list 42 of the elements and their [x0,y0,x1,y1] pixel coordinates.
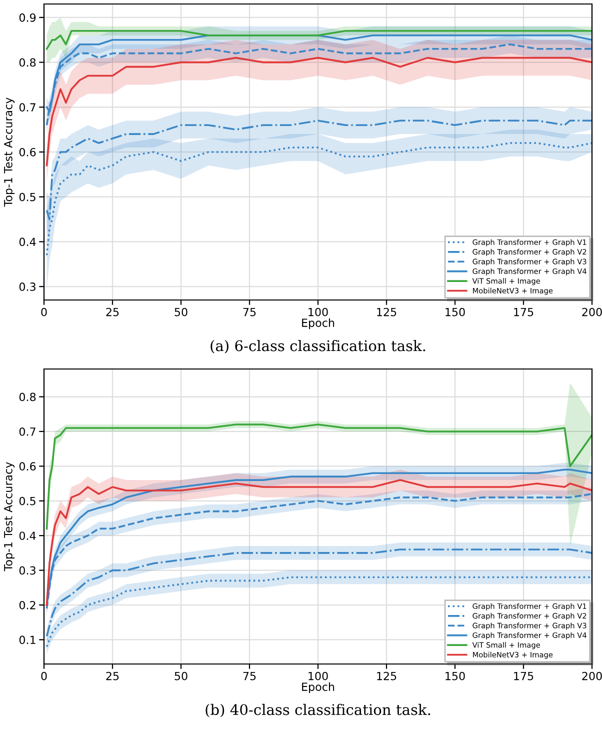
y-tick-label: 0.1 [19,636,36,644]
x-tick-label: 50 [174,672,188,680]
y-tick-label: 0.3 [19,282,36,291]
line-series [46,56,592,166]
y-tick-label: 0.8 [19,58,36,67]
y-axis-title: Top-1 Test Accuracy [4,98,15,207]
x-tick-label: 125 [377,308,396,316]
x-tick-label: 150 [446,308,465,316]
y-tick-label: 0.4 [19,238,36,246]
x-tick-label: 125 [377,672,396,680]
x-tick-label: 0 [41,672,47,680]
x-tick-label: 100 [308,672,328,680]
line-series [46,424,592,530]
x-tick-label: 175 [514,308,534,316]
text: (a) 6-class classification task. [210,340,426,354]
x-tick-label: 150 [446,672,465,680]
x-tick-label: 0 [41,308,47,316]
x-tick-label: 75 [243,308,256,316]
x-tick-label: 25 [106,308,119,316]
x-tick-label: 175 [514,672,534,680]
y-axis-title: Top-1 Test Accuracy [4,462,15,572]
x-tick-label: 200 [582,308,602,316]
y-tick-label: 0.7 [19,427,36,436]
y-tick-label: 0.9 [19,13,36,22]
y-tick-label: 0.4 [19,532,36,540]
x-tick-label: 200 [582,672,602,680]
x-tick-label: 100 [308,308,328,316]
y-tick-label: 0.5 [19,496,36,506]
x-tick-label: 75 [243,672,256,680]
x-tick-label: 25 [106,672,119,680]
y-tick-label: 0.8 [19,392,36,402]
x-tick-label: 50 [174,308,188,316]
y-tick-label: 0.7 [19,103,36,112]
x-axis-title: Epoch [302,682,334,694]
y-tick-label: 0.6 [19,462,36,471]
y-tick-label: 0.2 [19,600,36,610]
y-tick-label: 0.5 [19,192,36,202]
line-series [46,30,592,50]
text: (b) 40-class classification task. [206,704,430,718]
y-tick-label: 0.6 [19,148,36,156]
y-tick-label: 0.3 [19,566,36,575]
x-axis-title: Epoch [302,318,334,330]
